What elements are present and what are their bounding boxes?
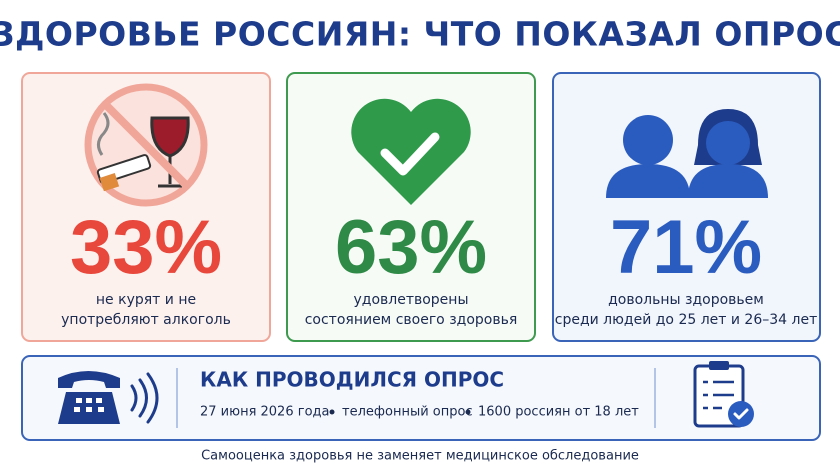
- people-icon: [606, 109, 768, 198]
- card: [21, 72, 271, 342]
- stat-caption: довольны здоровьем: [608, 292, 764, 308]
- title: ЗДОРОВЬЕ РОССИЯН: ЧТО ПОКАЗАЛ ОПРОС: [0, 15, 840, 54]
- card: [286, 72, 536, 342]
- stat-caption: не курят и не: [96, 292, 196, 308]
- bullet: [465, 409, 471, 415]
- no-smoking-alcohol-icon: [84, 83, 208, 207]
- stat-caption: удовлетворены: [353, 292, 468, 308]
- bullet: [329, 409, 335, 415]
- stat-caption: состоянием своего здоровья: [305, 312, 518, 328]
- footer-note: Самооценка здоровья не заменяет медицинс…: [201, 449, 639, 464]
- stat-value: 33%: [70, 205, 222, 290]
- heart-check-icon: [351, 98, 471, 205]
- method-item: телефонный опрос: [342, 405, 473, 420]
- method-item: 1600 россиян от 18 лет: [478, 405, 639, 420]
- clipboard-icon: [693, 361, 754, 428]
- method-title: КАК ПРОВОДИЛСЯ ОПРОС: [200, 368, 504, 392]
- stat-value: 71%: [610, 205, 762, 290]
- stat-caption: среди людей до 25 лет и 26–34 лет: [555, 312, 817, 328]
- stat-caption: употребляют алкоголь: [61, 312, 231, 328]
- method-panel: [21, 355, 821, 441]
- stat-value: 63%: [335, 205, 487, 290]
- method-item: 27 июня 2026 года: [200, 405, 329, 420]
- phone-icon: [58, 371, 159, 424]
